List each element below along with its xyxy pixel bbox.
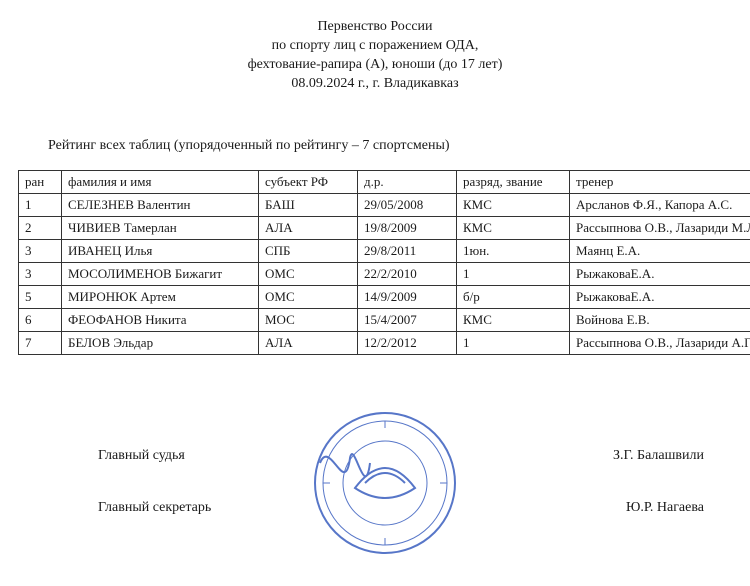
secretary-role-label: Главный секретарь <box>28 500 211 516</box>
cell-dob: 14/9/2009 <box>358 285 457 308</box>
col-header-rank: ран <box>19 170 62 193</box>
cell-rank: 7 <box>19 331 62 354</box>
cell-name: ЧИВИЕВ Тамерлан <box>62 216 259 239</box>
cell-coach: Рассыпнова О.В., Лазариди М.Л. <box>570 216 750 239</box>
cell-grade: 1 <box>457 262 570 285</box>
signature-block: Главный судья З.Г. Балашвили Главный сек… <box>0 430 750 534</box>
cell-name: ФЕОФАНОВ Никита <box>62 308 259 331</box>
cell-coach: Арсланов Ф.Я., Капора А.С. <box>570 193 750 216</box>
header-line-1: Первенство России <box>18 18 732 37</box>
cell-region: СПБ <box>259 239 358 262</box>
cell-dob: 29/8/2011 <box>358 239 457 262</box>
header-line-3: фехтование-рапира (А), юноши (до 17 лет) <box>18 56 732 75</box>
cell-dob: 22/2/2010 <box>358 262 457 285</box>
cell-name: МОСОЛИМЕНОВ Бижагит <box>62 262 259 285</box>
table-row: 3 МОСОЛИМЕНОВ Бижагит ОМС 22/2/2010 1 Ры… <box>19 262 750 285</box>
col-header-name: фамилия и имя <box>62 170 259 193</box>
cell-coach: РыжаковаЕ.А. <box>570 262 750 285</box>
judge-role-label: Главный судья <box>28 448 185 464</box>
cell-name: СЕЛЕЗНЕВ Валентин <box>62 193 259 216</box>
cell-coach: Войнова Е.В. <box>570 308 750 331</box>
cell-rank: 6 <box>19 308 62 331</box>
judge-name: З.Г. Балашвили <box>613 448 722 464</box>
cell-coach: Маянц Е.А. <box>570 239 750 262</box>
signature-row-judge: Главный судья З.Г. Балашвили <box>28 430 722 482</box>
ranking-table: ран фамилия и имя субъект РФ д.р. разряд… <box>18 170 750 355</box>
secretary-name: Ю.Р. Нагаева <box>626 500 722 516</box>
table-row: 6 ФЕОФАНОВ Никита МОС 15/4/2007 КМС Войн… <box>19 308 750 331</box>
col-header-region: субъект РФ <box>259 170 358 193</box>
cell-rank: 3 <box>19 262 62 285</box>
cell-grade: КМС <box>457 216 570 239</box>
cell-rank: 1 <box>19 193 62 216</box>
ranking-subtitle: Рейтинг всех таблиц (упорядоченный по ре… <box>18 138 732 154</box>
col-header-coach: тренер <box>570 170 750 193</box>
cell-grade: КМС <box>457 193 570 216</box>
table-row: 5 МИРОНЮК Артем ОМС 14/9/2009 б/р Рыжако… <box>19 285 750 308</box>
cell-dob: 29/05/2008 <box>358 193 457 216</box>
table-row: 3 ИВАНЕЦ Илья СПБ 29/8/2011 1юн. Маянц Е… <box>19 239 750 262</box>
cell-coach: Рассыпнова О.В., Лазариди А.Г. <box>570 331 750 354</box>
cell-region: АЛА <box>259 331 358 354</box>
col-header-dob: д.р. <box>358 170 457 193</box>
cell-rank: 5 <box>19 285 62 308</box>
document-page: Первенство России по спорту лиц с пораже… <box>0 0 750 586</box>
cell-coach: РыжаковаЕ.А. <box>570 285 750 308</box>
cell-name: МИРОНЮК Артем <box>62 285 259 308</box>
cell-grade: КМС <box>457 308 570 331</box>
cell-name: ИВАНЕЦ Илья <box>62 239 259 262</box>
table-header-row: ран фамилия и имя субъект РФ д.р. разряд… <box>19 170 750 193</box>
col-header-grade: разряд, звание <box>457 170 570 193</box>
table-row: 7 БЕЛОВ Эльдар АЛА 12/2/2012 1 Рассыпнов… <box>19 331 750 354</box>
table-row: 2 ЧИВИЕВ Тамерлан АЛА 19/8/2009 КМС Расс… <box>19 216 750 239</box>
cell-region: ОМС <box>259 285 358 308</box>
cell-dob: 15/4/2007 <box>358 308 457 331</box>
cell-region: БАШ <box>259 193 358 216</box>
cell-grade: б/р <box>457 285 570 308</box>
table-row: 1 СЕЛЕЗНЕВ Валентин БАШ 29/05/2008 КМС А… <box>19 193 750 216</box>
cell-region: ОМС <box>259 262 358 285</box>
table-body: 1 СЕЛЕЗНЕВ Валентин БАШ 29/05/2008 КМС А… <box>19 193 750 354</box>
cell-dob: 19/8/2009 <box>358 216 457 239</box>
cell-rank: 3 <box>19 239 62 262</box>
cell-grade: 1юн. <box>457 239 570 262</box>
header-line-4: 08.09.2024 г., г. Владикавказ <box>18 75 732 94</box>
cell-dob: 12/2/2012 <box>358 331 457 354</box>
cell-region: АЛА <box>259 216 358 239</box>
cell-region: МОС <box>259 308 358 331</box>
cell-rank: 2 <box>19 216 62 239</box>
cell-name: БЕЛОВ Эльдар <box>62 331 259 354</box>
header-line-2: по спорту лиц с поражением ОДА, <box>18 37 732 56</box>
signature-row-secretary: Главный секретарь Ю.Р. Нагаева <box>28 482 722 534</box>
cell-grade: 1 <box>457 331 570 354</box>
document-header: Первенство России по спорту лиц с пораже… <box>18 18 732 94</box>
